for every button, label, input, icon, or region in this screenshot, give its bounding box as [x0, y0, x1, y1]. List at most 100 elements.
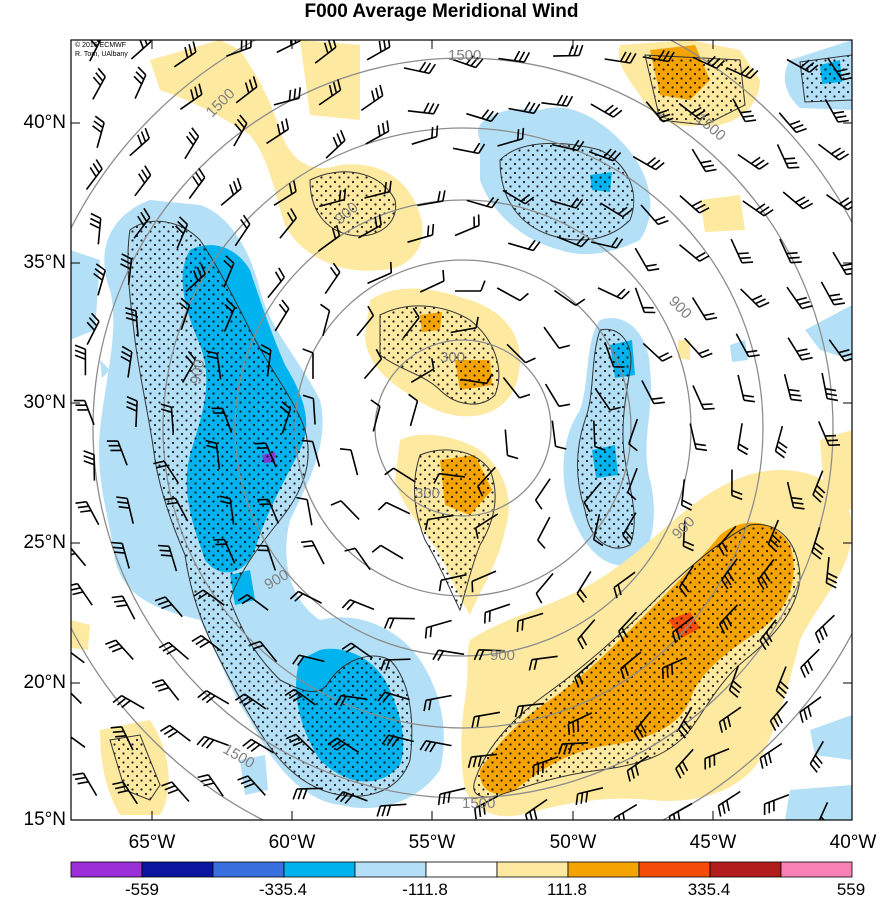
wind-barb: [274, 299, 290, 332]
wind-barb: [473, 649, 505, 661]
lon-label-55w: 55°W: [408, 832, 456, 853]
wind-barb: [220, 177, 242, 206]
wind-barb: [675, 748, 694, 779]
wind-barb: [827, 57, 852, 81]
wind-barb: [196, 735, 230, 749]
wind-barb: [365, 120, 390, 145]
wind-barb: [682, 520, 695, 552]
wind-barb: [384, 467, 416, 483]
colorbar-swatch: [567, 861, 640, 878]
wind-barb: [737, 423, 749, 456]
wind-barb: [335, 790, 368, 805]
wind-barb: [786, 481, 805, 510]
wind-barb: [506, 343, 536, 364]
wind-barb: [577, 619, 596, 650]
wind-barb: [419, 269, 445, 293]
wind-barb: [718, 604, 739, 634]
colorbar-swatch: [496, 861, 569, 878]
wind-barb: [544, 383, 571, 408]
wind-barb: [528, 655, 558, 671]
wind-barb: [550, 197, 584, 209]
wind-barb: [92, 115, 105, 149]
wind-barb: [718, 525, 737, 556]
wind-barb: [590, 237, 624, 249]
wind-barb: [718, 706, 742, 733]
contour-label: 1500: [448, 47, 481, 64]
wind-barb: [314, 40, 337, 64]
wind-barb: [567, 712, 593, 735]
wind-barb: [642, 49, 675, 63]
wind-barb: [159, 724, 191, 742]
wind-barb: [576, 570, 592, 603]
wind-barb: [645, 101, 674, 123]
wind-barb: [818, 143, 850, 161]
wind-barb: [164, 497, 189, 522]
wind-barb: [763, 793, 790, 815]
wind-barb: [424, 514, 454, 531]
colorbar-swatch: [709, 861, 782, 878]
wind-barb: [516, 612, 544, 632]
wind-barb: [778, 112, 807, 134]
wind-barb: [211, 407, 233, 434]
wind-barb: [779, 238, 802, 264]
wind-barb: [689, 423, 708, 452]
wind-barb: [302, 348, 314, 379]
wind-barb: [504, 429, 519, 460]
colorbar-label: 111.8: [546, 880, 588, 899]
wind-barb: [450, 55, 484, 69]
wind-barb: [110, 726, 134, 751]
wind-barb: [339, 448, 359, 476]
wind-barb: [184, 127, 200, 160]
wind-barb: [634, 247, 660, 272]
wind-barb: [604, 342, 625, 368]
wind-barb: [134, 165, 152, 197]
wind-barb: [508, 239, 541, 252]
wind-barb: [817, 421, 841, 447]
wind-barb: [72, 772, 98, 797]
wind-barb: [783, 374, 802, 402]
wind-barb: [71, 582, 93, 606]
wind-barb: [257, 498, 280, 524]
wind-barb: [552, 139, 585, 152]
wind-barb: [85, 159, 103, 190]
lon-label-65w: 65°W: [128, 832, 176, 853]
wind-barb: [641, 380, 665, 405]
wind-barb: [742, 200, 774, 217]
lat-label-35n: 35°N: [23, 252, 66, 273]
wind-barb: [120, 253, 133, 285]
wind-barb: [799, 696, 822, 723]
wind-barb: [452, 142, 486, 155]
wind-barb: [769, 700, 789, 731]
wind-barb: [71, 651, 85, 664]
wind-barb: [153, 460, 179, 484]
wind-barb: [825, 557, 838, 589]
credit-line-1: © 2016 ECMWF: [75, 42, 127, 49]
radius-rings: [71, 40, 852, 820]
wind-barb: [126, 395, 138, 428]
wind-barb: [757, 558, 775, 590]
contour-label: 1500: [462, 795, 495, 812]
wind-barb: [454, 280, 486, 292]
wind-barb: [496, 287, 529, 302]
wind-barb: [341, 642, 373, 659]
wind-barb: [112, 694, 145, 710]
wind-barb: [534, 478, 551, 510]
wind-barb: [188, 167, 206, 199]
wind-barb: [226, 40, 252, 57]
wind-barb: [704, 747, 730, 770]
wind-barb: [377, 501, 411, 515]
wind-barb: [92, 67, 107, 100]
lat-label-40n: 40°N: [23, 112, 66, 133]
wind-barb: [219, 495, 235, 525]
wind-barb: [154, 596, 183, 618]
wind-barb: [325, 129, 346, 159]
wind-barb: [474, 513, 499, 539]
wind-barb: [532, 756, 559, 777]
wind-barb: [341, 599, 375, 611]
colorbar-label: -335.4: [258, 880, 308, 899]
wind-barb: [767, 519, 781, 553]
wind-barb: [543, 326, 571, 349]
wind-barb: [502, 189, 535, 205]
wind-barb: [661, 656, 687, 680]
wind-barb: [320, 303, 331, 337]
